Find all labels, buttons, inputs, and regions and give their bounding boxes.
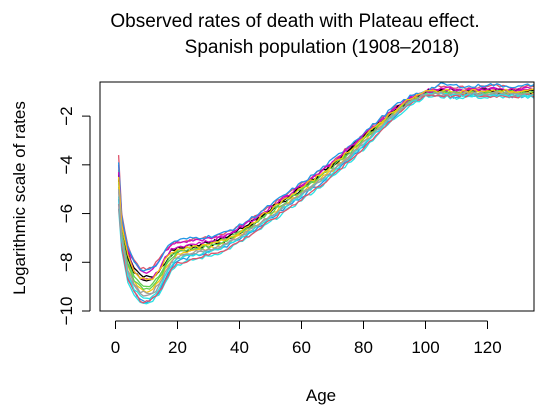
y-axis: −10 −8 −6 −4 −2: [57, 106, 91, 326]
chart-title-line-2: Spanish population (1908–2018): [185, 37, 460, 58]
x-tick-label: 60: [292, 338, 311, 357]
series-line: [117, 91, 535, 295]
x-tick-label: 100: [411, 338, 439, 357]
series-line: [117, 94, 535, 305]
x-tick-label: 40: [230, 338, 249, 357]
y-axis-label: Logarithmic scale of rates: [10, 101, 29, 295]
x-tick-label: 0: [111, 338, 120, 357]
x-tick-label: 80: [354, 338, 373, 357]
x-axis: 0 20 40 60 80 100 120: [111, 320, 502, 357]
chart-title-line-1: Observed rates of death with Plateau eff…: [110, 11, 479, 32]
y-tick-label: −2: [57, 106, 76, 125]
x-tick-label: 120: [473, 338, 501, 357]
series-line: [117, 93, 535, 304]
series-line: [117, 87, 535, 282]
plot-frame: [99, 81, 535, 312]
chart-title: Observed rates of death with Plateau eff…: [110, 11, 479, 58]
x-axis-label: Age: [306, 386, 336, 405]
series-line: [117, 88, 535, 281]
x-tick-label: 20: [168, 338, 187, 357]
y-tick-label: −6: [57, 204, 76, 223]
y-tick-label: −4: [57, 155, 76, 174]
series-lines: [117, 82, 535, 305]
y-tick-label: −8: [57, 253, 76, 272]
series-line: [117, 93, 535, 304]
y-tick-label: −10: [57, 297, 76, 326]
series-line: [117, 92, 535, 300]
series-line: [117, 89, 535, 288]
series-line: [117, 90, 535, 294]
